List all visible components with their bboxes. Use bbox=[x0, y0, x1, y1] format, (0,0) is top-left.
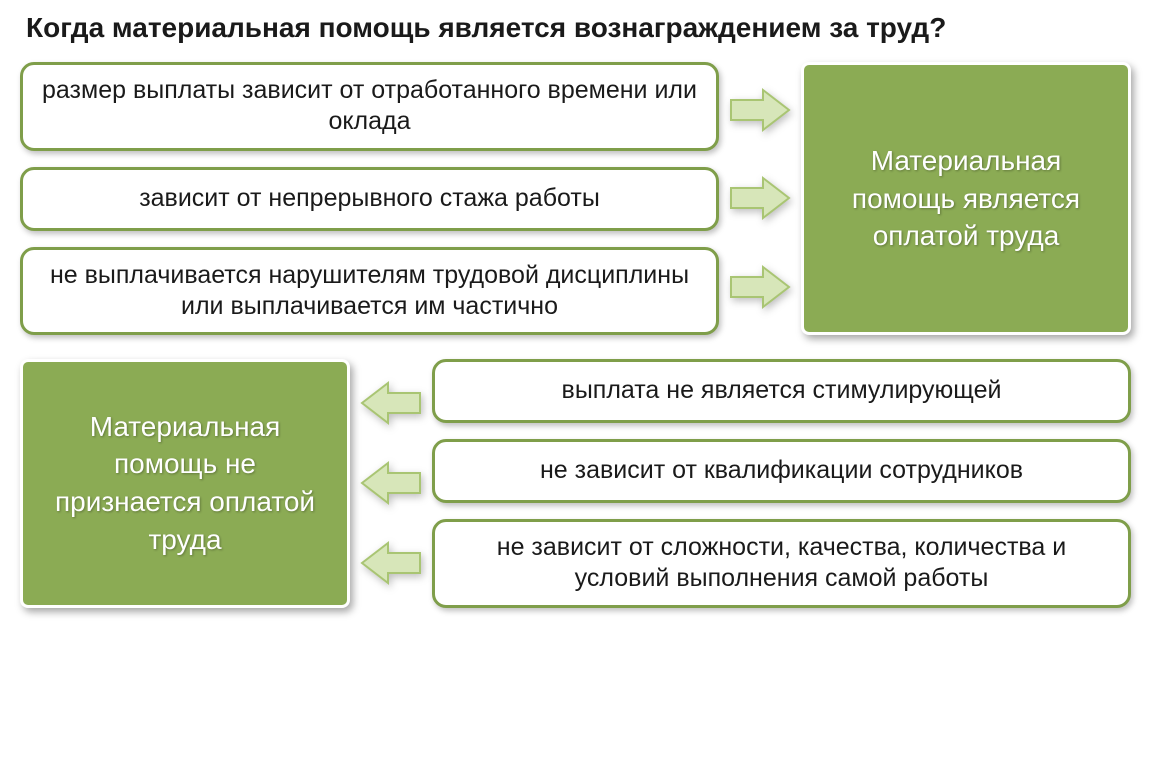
result-box-is-compensation: Материальная помощь является оплатой тру… bbox=[801, 62, 1131, 335]
criteria-box: не зависит от сложности, качества, колич… bbox=[432, 519, 1131, 608]
criteria-box: не зависит от квалификации сотрудников bbox=[432, 439, 1131, 503]
arrow-column-right bbox=[719, 62, 801, 335]
criteria-box: размер выплаты зависит от отработанного … bbox=[20, 62, 719, 151]
arrow-right-icon bbox=[729, 175, 791, 221]
section-not-compensation: Материальная помощь не признается оплато… bbox=[20, 359, 1131, 608]
section-is-compensation: размер выплаты зависит от отработанного … bbox=[20, 62, 1131, 335]
criteria-box: выплата не является стимулирующей bbox=[432, 359, 1131, 423]
result-box-not-compensation: Материальная помощь не признается оплато… bbox=[20, 359, 350, 608]
arrow-right-icon bbox=[729, 87, 791, 133]
criteria-box: не выплачивается нарушителям трудовой ди… bbox=[20, 247, 719, 336]
arrow-column-left bbox=[350, 359, 432, 608]
arrow-left-icon bbox=[360, 380, 422, 426]
arrow-left-icon bbox=[360, 540, 422, 586]
diagram-title: Когда материальная помощь является возна… bbox=[20, 12, 1131, 44]
criteria-column-1: размер выплаты зависит от отработанного … bbox=[20, 62, 719, 335]
criteria-column-2: выплата не является стимулирующей не зав… bbox=[432, 359, 1131, 608]
arrow-right-icon bbox=[729, 264, 791, 310]
arrow-left-icon bbox=[360, 460, 422, 506]
criteria-box: зависит от непрерывного стажа работы bbox=[20, 167, 719, 231]
